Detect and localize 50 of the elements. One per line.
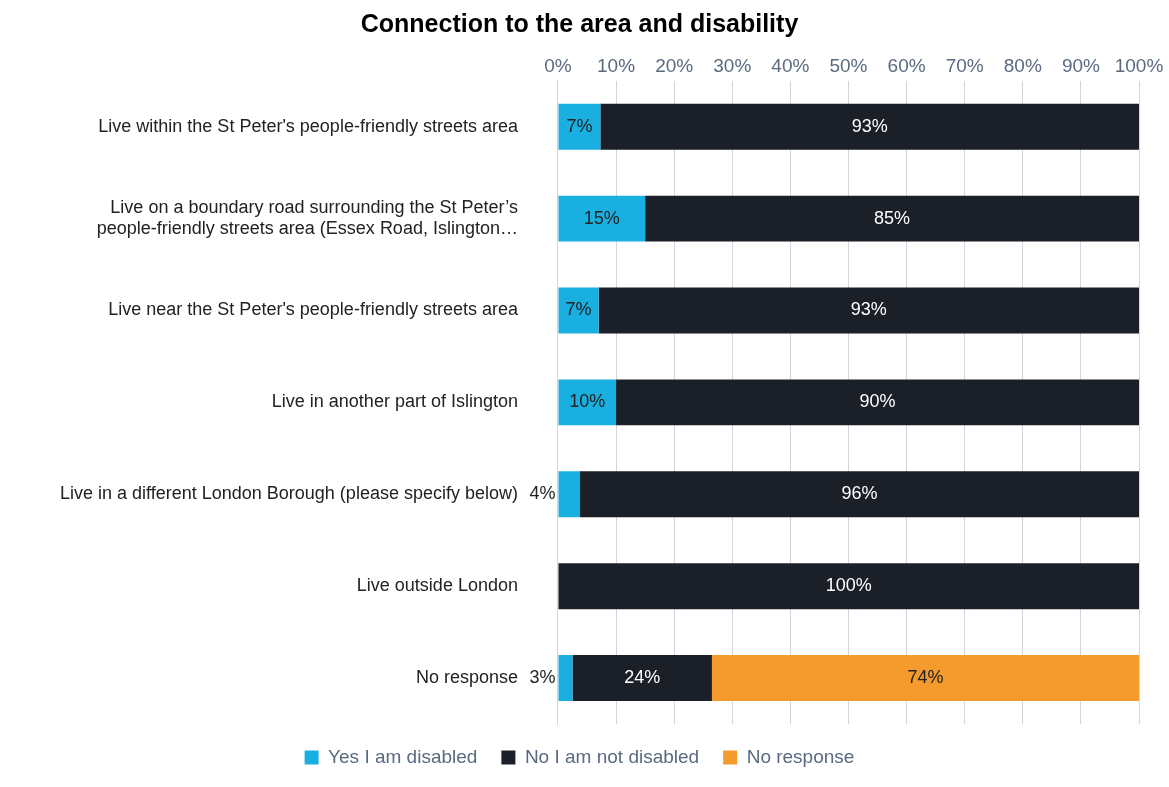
y-tick-label: No response <box>415 667 518 688</box>
bar <box>598 287 1139 334</box>
bar <box>558 103 601 150</box>
chart-title: Connection to the area and disability <box>360 8 799 37</box>
x-tick-label: 90% <box>1061 54 1101 76</box>
bar <box>558 287 599 334</box>
x-tick-label: 10% <box>597 54 636 76</box>
legend-label: No I am not disabled <box>524 745 700 767</box>
data-label: 24% <box>624 667 661 688</box>
data-label: 74% <box>907 667 944 688</box>
x-tick-label: 20% <box>655 54 694 76</box>
y-tick-label: Live in a different London Borough (please specify below) <box>59 483 518 504</box>
y-tick-label: Live near the St Peter's people-friendly streets area <box>108 299 519 320</box>
data-label: 4% <box>529 483 556 504</box>
x-tick-label: 70% <box>945 54 984 76</box>
data-label: 15% <box>583 207 620 228</box>
x-tick-label: 0% <box>544 54 572 76</box>
bar <box>558 655 573 702</box>
bar <box>558 379 617 426</box>
bar <box>600 103 1139 150</box>
x-tick-label: 60% <box>887 54 926 76</box>
x-tick-label: 30% <box>713 54 752 76</box>
y-tick-label: Live on a boundary road surrounding the St Peter’s people-friendly streets area (Essex Road, Islington… <box>96 196 518 239</box>
bar <box>616 379 1139 426</box>
y-tick-label: Live within the St Peter's people-friendly streets area <box>98 115 519 136</box>
data-label: 85% <box>874 207 911 228</box>
data-label: 7% <box>566 115 593 136</box>
bar <box>580 471 1139 518</box>
data-label: 7% <box>565 299 592 320</box>
legend-label: No response <box>746 745 855 767</box>
data-label: 90% <box>859 391 896 412</box>
bar <box>572 655 712 702</box>
x-tick-label: 40% <box>771 54 810 76</box>
data-label: 3% <box>529 667 556 688</box>
data-label: 10% <box>569 391 606 412</box>
x-tick-label: 50% <box>829 54 868 76</box>
x-tick-label: 100% <box>1114 54 1164 76</box>
y-tick-label: Live in another part of Islington <box>271 391 518 412</box>
data-label: 100% <box>825 575 872 596</box>
bar <box>558 195 646 242</box>
bar <box>558 471 581 518</box>
data-label: 93% <box>850 299 887 320</box>
data-label: 96% <box>841 483 878 504</box>
bar <box>558 563 1139 610</box>
x-tick-label: 80% <box>1003 54 1042 76</box>
data-label: 93% <box>851 115 888 136</box>
legend-label: Yes I am disabled <box>328 745 478 767</box>
y-tick-label: Live outside London <box>356 575 518 596</box>
bar <box>645 195 1139 242</box>
bar <box>711 655 1139 702</box>
